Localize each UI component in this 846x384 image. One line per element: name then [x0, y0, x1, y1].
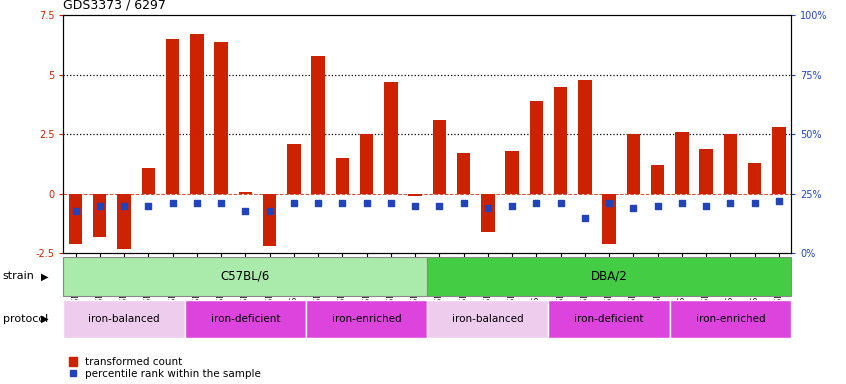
Bar [554, 87, 568, 194]
Bar [627, 134, 640, 194]
Point [336, 200, 349, 207]
Bar [63, 300, 184, 338]
Bar [190, 35, 204, 194]
Bar [360, 134, 373, 194]
Bar [723, 134, 737, 194]
Point [651, 203, 664, 209]
Bar [184, 300, 306, 338]
Bar [548, 300, 670, 338]
Bar [748, 163, 761, 194]
Point [748, 200, 761, 207]
Point [723, 200, 737, 207]
Text: protocol: protocol [3, 314, 47, 324]
Point [93, 203, 107, 209]
Point [675, 200, 689, 207]
Text: DBA/2: DBA/2 [591, 270, 628, 283]
Text: iron-balanced: iron-balanced [452, 314, 524, 324]
Text: iron-enriched: iron-enriched [695, 314, 765, 324]
Point [263, 207, 277, 214]
Point [384, 200, 398, 207]
Bar [505, 151, 519, 194]
Bar [63, 257, 427, 296]
Bar [311, 56, 325, 194]
Bar [772, 127, 786, 194]
Legend: transformed count, percentile rank within the sample: transformed count, percentile rank withi… [69, 357, 261, 379]
Bar [651, 166, 664, 194]
Bar [481, 194, 495, 232]
Text: iron-deficient: iron-deficient [211, 314, 280, 324]
Point [578, 215, 591, 221]
Bar [263, 194, 277, 246]
Bar [530, 101, 543, 194]
Bar [118, 194, 131, 249]
Point [118, 203, 131, 209]
Point [166, 200, 179, 207]
Bar [336, 158, 349, 194]
Point [432, 203, 446, 209]
Bar [578, 79, 591, 194]
Text: ▶: ▶ [41, 314, 48, 324]
Point [311, 200, 325, 207]
Point [287, 200, 300, 207]
Text: C57BL/6: C57BL/6 [221, 270, 270, 283]
Point [214, 200, 228, 207]
Point [481, 205, 495, 211]
Text: iron-balanced: iron-balanced [88, 314, 160, 324]
Bar [141, 168, 155, 194]
Bar [166, 39, 179, 194]
Bar [602, 194, 616, 244]
Bar [700, 149, 713, 194]
Bar [432, 120, 446, 194]
Bar [427, 300, 548, 338]
Bar [214, 41, 228, 194]
Point [554, 200, 568, 207]
Point [530, 200, 543, 207]
Bar [675, 132, 689, 194]
Point [700, 203, 713, 209]
Bar [239, 192, 252, 194]
Point [505, 203, 519, 209]
Point [360, 200, 373, 207]
Text: iron-deficient: iron-deficient [574, 314, 644, 324]
Text: GDS3373 / 6297: GDS3373 / 6297 [63, 0, 167, 12]
Text: ▶: ▶ [41, 271, 48, 281]
Point [190, 200, 204, 207]
Point [772, 198, 786, 204]
Point [409, 203, 422, 209]
Bar [306, 300, 427, 338]
Text: strain: strain [3, 271, 35, 281]
Point [457, 200, 470, 207]
Bar [427, 257, 791, 296]
Point [627, 205, 640, 211]
Bar [93, 194, 107, 237]
Bar [384, 82, 398, 194]
Bar [409, 194, 422, 196]
Point [69, 207, 82, 214]
Bar [69, 194, 82, 244]
Point [239, 207, 252, 214]
Point [602, 200, 616, 207]
Bar [670, 300, 791, 338]
Bar [457, 154, 470, 194]
Point [141, 203, 155, 209]
Bar [287, 144, 300, 194]
Text: iron-enriched: iron-enriched [332, 314, 401, 324]
